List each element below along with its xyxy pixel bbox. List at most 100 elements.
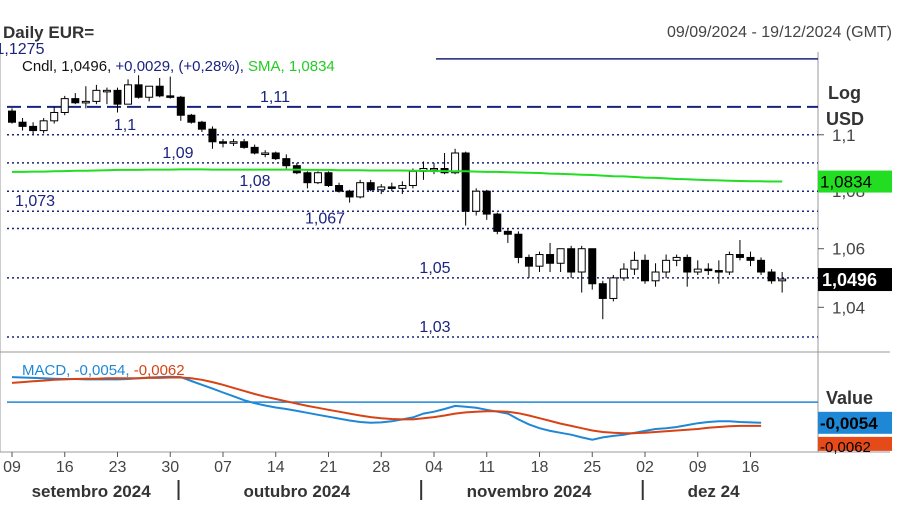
candle-body xyxy=(303,172,312,184)
candle-body xyxy=(778,278,787,282)
macd-line xyxy=(11,375,762,441)
candle-body xyxy=(8,110,16,123)
candle-body xyxy=(324,172,333,187)
candle-body xyxy=(461,152,470,212)
candle-body xyxy=(240,141,249,148)
candle-body xyxy=(714,270,723,273)
sma-badge xyxy=(818,170,892,193)
last-price-badge-text: 1,0496 xyxy=(822,270,877,290)
candle-body xyxy=(588,248,597,285)
candle-body xyxy=(408,170,417,187)
sma-badge-text: 1,0834 xyxy=(820,173,872,192)
x-tick-label: 21 xyxy=(320,459,338,476)
level-label: 1,1 xyxy=(114,117,136,134)
candle-body xyxy=(282,158,291,167)
candle-body xyxy=(577,248,586,273)
candle-body xyxy=(335,185,344,192)
price-tick-label: 1,06 xyxy=(832,240,865,259)
candle-body xyxy=(229,141,238,144)
candle-body xyxy=(482,190,491,215)
x-tick-label: 09 xyxy=(689,459,707,476)
level-lines: 1,1275 1,11 1,1 1,09 1,08 1,073 1,067 1,05 1,03 xyxy=(0,41,818,338)
candle-body xyxy=(398,185,407,189)
macd-legend-value: -0,0054, xyxy=(74,362,130,379)
candle-body xyxy=(767,271,776,282)
macd-axis-header: Value xyxy=(826,388,873,408)
price-tick-label: 1,04 xyxy=(832,298,865,317)
candle-body xyxy=(735,254,744,258)
level-label: 1,073 xyxy=(15,193,55,210)
date-range: 09/09/2024 - 19/12/2024 (GMT) xyxy=(666,24,892,41)
candle-body xyxy=(641,259,649,282)
candle-body xyxy=(71,98,80,104)
candle-body xyxy=(651,271,660,282)
x-tick-label: 28 xyxy=(372,459,390,476)
x-tick-label: 16 xyxy=(742,459,760,476)
sma-line xyxy=(12,168,783,183)
x-tick-label: 30 xyxy=(161,459,179,476)
candle-body xyxy=(704,268,713,272)
candle-body xyxy=(662,259,671,273)
macd-panel: Value -0,0054 -0,0062 xyxy=(7,375,892,456)
level-label: 1,1275 xyxy=(0,41,45,58)
candle-body xyxy=(81,100,90,104)
candle-body xyxy=(472,190,481,212)
x-axis: 09 16 23 30 07 14 21 28 04 11 18 25 02 09 16 setembro 2… xyxy=(3,452,760,501)
x-tick-label: 16 xyxy=(56,459,74,476)
candle-body xyxy=(377,186,386,191)
x-tick-label: 18 xyxy=(531,459,549,476)
level-label: 1,05 xyxy=(419,260,450,277)
chart-frame xyxy=(0,52,890,453)
x-tick-label: 07 xyxy=(214,459,232,476)
candle-body xyxy=(208,128,217,143)
candle-body xyxy=(387,186,396,189)
axis-scale-label: Log xyxy=(828,83,861,103)
x-tick-label: 14 xyxy=(267,459,285,476)
candle-body xyxy=(746,256,755,261)
legend-cndl-label: Cndl, xyxy=(22,58,58,75)
month-label: dez 24 xyxy=(688,482,741,501)
x-tick-label: 04 xyxy=(425,459,443,476)
candle-body xyxy=(524,256,533,267)
candle-body xyxy=(356,182,365,198)
candle-body xyxy=(271,152,280,160)
x-tick-label: 02 xyxy=(636,459,654,476)
candle-body xyxy=(176,96,185,116)
level-label: 1,03 xyxy=(419,319,450,336)
macd-badge-text: -0,0054 xyxy=(820,414,878,433)
candle-body xyxy=(187,114,196,123)
candle-body xyxy=(50,111,59,122)
candle-body xyxy=(683,256,692,273)
month-label: setembro 2024 xyxy=(32,482,152,501)
legend-sma-label: SMA, xyxy=(248,58,285,75)
macd-legend-label: MACD, xyxy=(22,362,71,379)
candle-body xyxy=(39,120,48,132)
candle-body xyxy=(166,95,175,98)
candle-body xyxy=(535,254,544,267)
candles xyxy=(8,75,787,320)
candle-body xyxy=(451,152,460,174)
signal-badge xyxy=(818,436,892,451)
last-price-badge xyxy=(818,268,892,292)
level-label: 1,09 xyxy=(162,145,193,162)
candle-body xyxy=(124,84,133,105)
candle-body xyxy=(197,121,206,130)
candle-body xyxy=(134,84,143,98)
candle-body xyxy=(546,254,555,264)
candle-body xyxy=(503,230,512,235)
candle-body xyxy=(345,190,354,198)
macd-legend: MACD, -0,0054, -0,0062 xyxy=(22,362,185,379)
candle-body xyxy=(598,283,607,299)
x-tick-label: 09 xyxy=(3,459,21,476)
candle-body xyxy=(219,141,227,144)
candle-body xyxy=(250,146,259,154)
signal-legend-value: -0,0062 xyxy=(133,362,185,379)
legend-sma-value: 1,0834 xyxy=(288,58,335,75)
candle-body xyxy=(60,98,69,113)
month-label: outubro 2024 xyxy=(243,482,350,501)
candle-body xyxy=(113,89,122,105)
candle-body xyxy=(92,89,101,102)
candle-body xyxy=(18,121,27,127)
candle-body xyxy=(609,277,618,299)
